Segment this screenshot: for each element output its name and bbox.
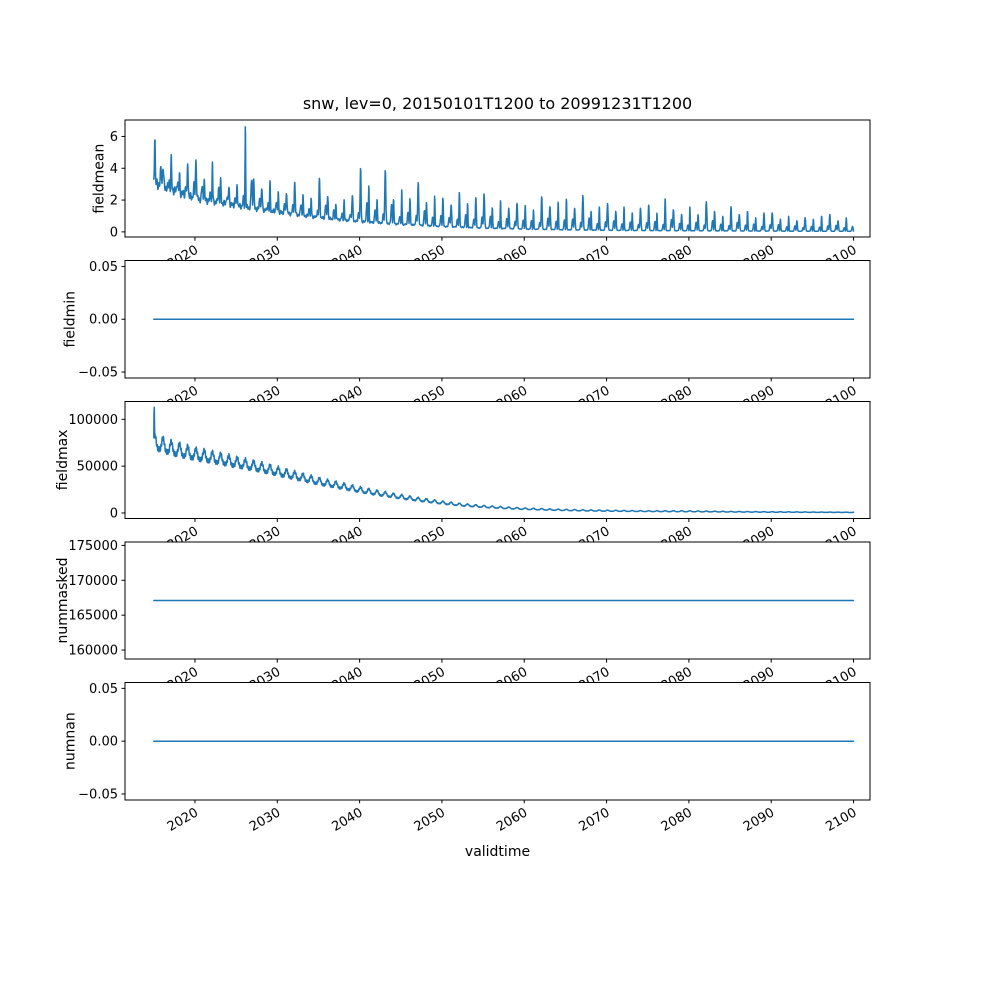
axes-background-fieldmean	[125, 120, 870, 238]
x-tick-label-numnan: 2100	[823, 805, 859, 835]
y-tick-label-nummasked: 165000	[68, 609, 118, 624]
y-tick-label-fieldmean: 6	[110, 130, 118, 145]
axes-background-fieldmax	[125, 401, 870, 519]
y-axis-label-fieldmean: fieldmean	[92, 144, 108, 214]
y-tick-label-fieldmean: 0	[110, 225, 118, 240]
figure-title: snw, lev=0, 20150101T1200 to 20991231T12…	[303, 94, 692, 113]
fieldmax-line	[153, 406, 855, 514]
y-tick-label-numnan: 0.00	[89, 735, 118, 750]
y-tick-label-fieldmin: 0.05	[89, 260, 118, 275]
axes-spines-nummasked	[124, 541, 871, 660]
y-axis-label-numnan: numnan	[63, 712, 79, 770]
y-axis-label-fieldmax: fieldmax	[55, 430, 71, 491]
x-tick-label-numnan: 2040	[329, 805, 365, 835]
y-tick-label-numnan: 0.05	[89, 682, 118, 697]
axes-spines-fieldmax	[124, 400, 871, 519]
y-axis-label-fieldmin: fieldmin	[63, 291, 79, 348]
y-tick-label-nummasked: 175000	[68, 539, 118, 554]
y-tick-label-nummasked: 160000	[68, 644, 118, 659]
x-tick-label-numnan: 2030	[247, 805, 283, 835]
subplots-group: 0 2 4 6 2020 2030 2040 2050 2060 2070 2080 2090 2100…	[55, 119, 871, 835]
x-tick-label-numnan: 2080	[659, 805, 695, 835]
x-tick-label-numnan: 2020	[165, 805, 201, 835]
y-tick-label-fieldmin: −0.05	[78, 366, 118, 381]
x-tick-label-numnan: 2050	[412, 805, 448, 835]
x-tick-label-numnan: 2060	[494, 805, 530, 835]
y-tick-label-fieldmax: 100000	[68, 413, 118, 428]
x-axis-label: validtime	[465, 844, 530, 860]
y-tick-label-fieldmean: 4	[110, 162, 118, 177]
axes-spines-fieldmean	[124, 119, 871, 238]
x-tick-label-numnan: 2090	[741, 805, 777, 835]
y-tick-label-fieldmax: 50000	[77, 460, 118, 475]
fieldmean-line	[153, 126, 855, 233]
y-axis-label-nummasked: nummasked	[55, 558, 71, 644]
y-tick-label-fieldmean: 2	[110, 194, 118, 209]
subplot-numnan: −0.05 0.00 0.05 2020 2030 2040 2050 2060 2070 208…	[63, 682, 871, 835]
y-tick-label-numnan: −0.05	[78, 787, 118, 802]
x-tick-label-numnan: 2070	[576, 805, 612, 835]
y-tick-label-nummasked: 170000	[68, 574, 118, 589]
y-tick-label-fieldmin: 0.00	[89, 313, 118, 328]
y-tick-label-fieldmax: 0	[110, 506, 118, 521]
